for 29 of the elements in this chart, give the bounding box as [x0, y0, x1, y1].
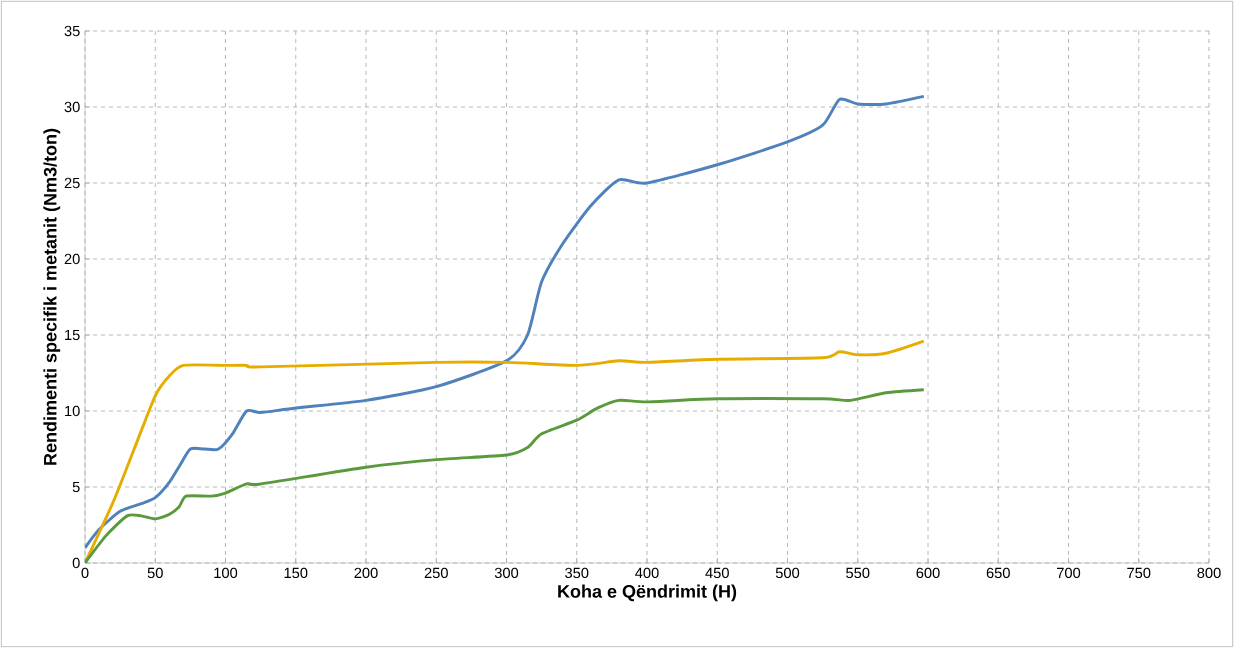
- y-tick-label: 0: [72, 557, 80, 569]
- x-tick-label: 400: [635, 567, 659, 579]
- x-tick-label: 50: [147, 567, 163, 579]
- x-tick-label: 150: [284, 567, 308, 579]
- x-tick-label: 650: [986, 567, 1010, 579]
- x-tick-label: 350: [565, 567, 589, 579]
- x-tick-label: 0: [81, 567, 89, 579]
- line-series: [85, 388, 926, 563]
- x-tick-label: 200: [354, 567, 378, 579]
- x-tick-label: 800: [1197, 567, 1221, 579]
- y-tick-label: 25: [64, 177, 80, 189]
- y-tick-label: 15: [65, 329, 80, 341]
- x-tick-label: 100: [214, 567, 238, 579]
- x-tick-label: 600: [916, 567, 940, 579]
- y-tick-label: 20: [64, 253, 80, 265]
- x-tick-label: 750: [1127, 567, 1151, 579]
- x-tick-label: 250: [424, 567, 448, 579]
- y-tick-label: 5: [72, 481, 80, 493]
- x-tick-label: 300: [494, 567, 519, 579]
- y-tick-label: 10: [65, 405, 80, 417]
- x-tick-label: 700: [1057, 567, 1081, 579]
- x-tick-label: 500: [775, 567, 800, 579]
- y-tick-label: 30: [64, 101, 80, 113]
- x-tick-label: 450: [705, 567, 729, 579]
- x-axis-title: Koha e Qëndrimit (H): [558, 584, 737, 602]
- line-series: [85, 94, 926, 550]
- x-tick-label: 550: [846, 567, 870, 579]
- y-axis-title: Rendimenti specifik i metanit (Nm3/ton): [43, 128, 61, 465]
- y-tick-label: 35: [64, 25, 80, 37]
